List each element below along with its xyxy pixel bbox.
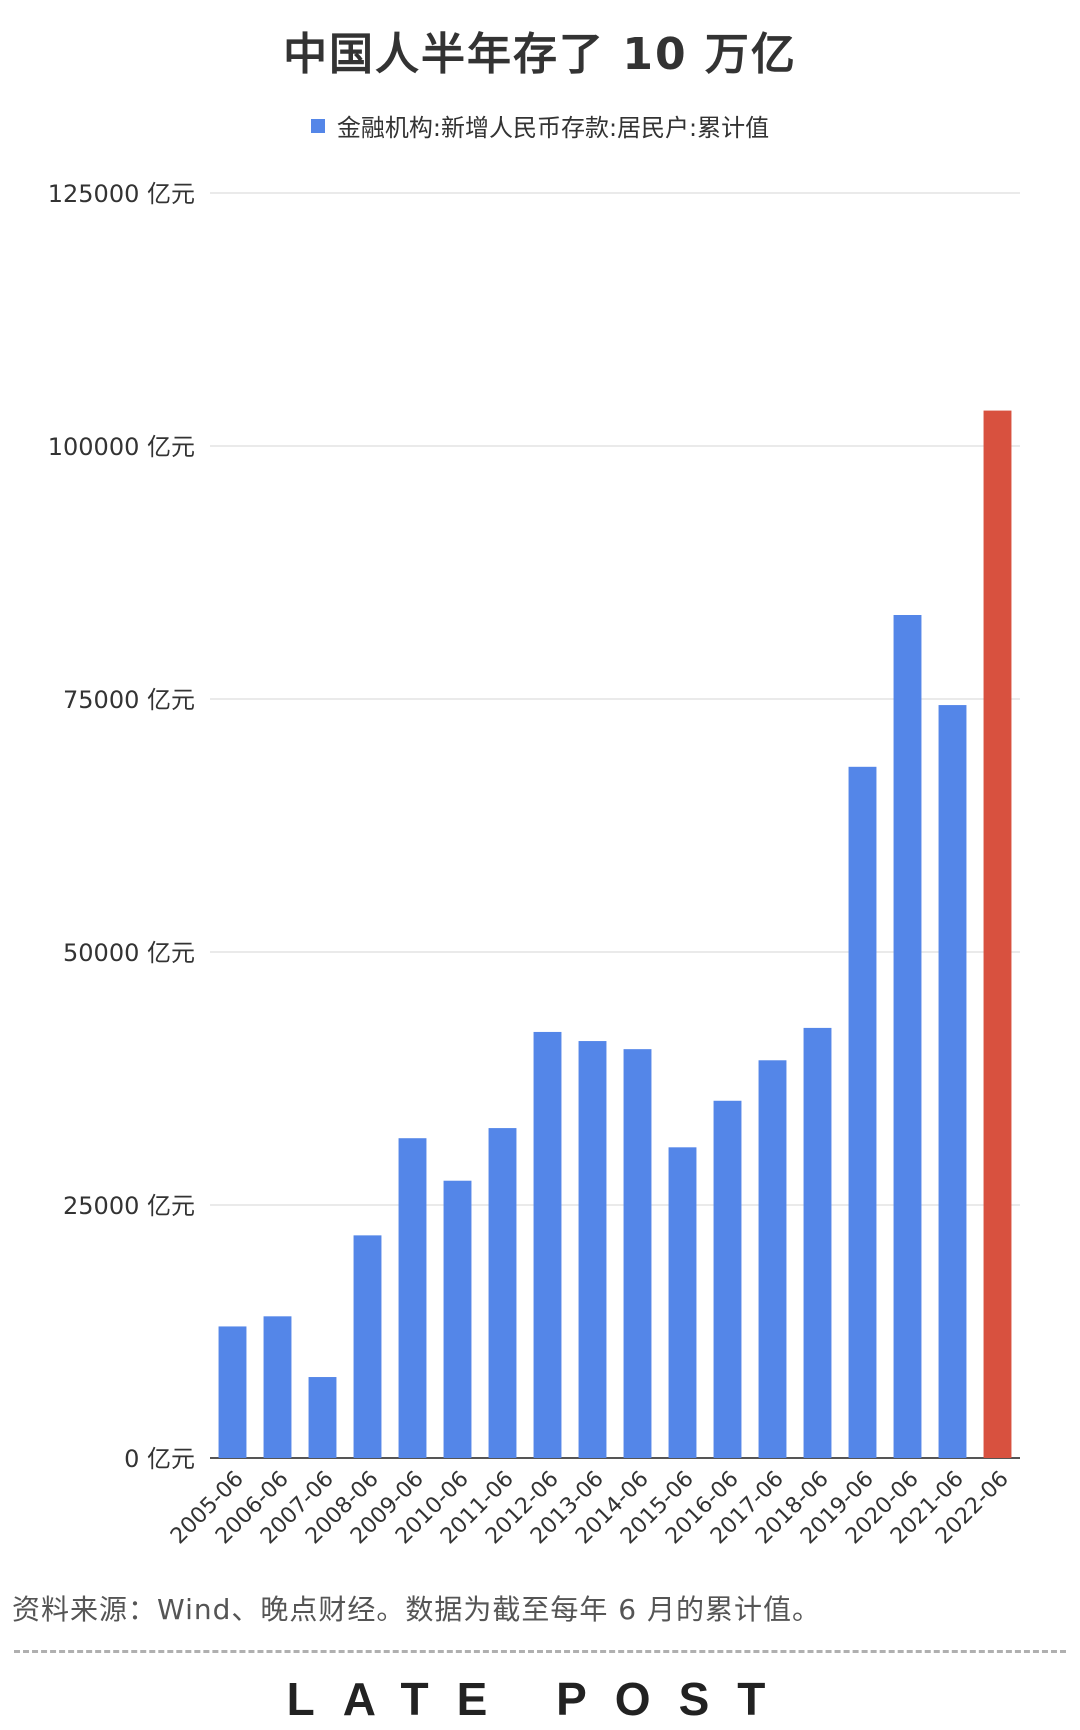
bar-2017-06 bbox=[758, 1060, 787, 1458]
bar-2011-06 bbox=[488, 1128, 517, 1458]
bar-2018-06 bbox=[803, 1027, 832, 1458]
bar-2021-06 bbox=[938, 705, 967, 1458]
legend-label: 金融机构:新增人民币存款:居民户:累计值 bbox=[336, 114, 770, 142]
bar-2008-06 bbox=[353, 1235, 382, 1458]
brand-logo: LATE POST bbox=[0, 1672, 1080, 1726]
bar-2010-06 bbox=[443, 1180, 472, 1458]
chart-title: 中国人半年存了 10 万亿 bbox=[283, 29, 797, 80]
legend-swatch bbox=[310, 118, 325, 133]
chart-legend: 金融机构:新增人民币存款:居民户:累计值 bbox=[0, 108, 1080, 143]
bar-2016-06 bbox=[713, 1100, 742, 1458]
brand-wordmark: LATE POST bbox=[286, 1673, 794, 1725]
grid-lines bbox=[210, 192, 1020, 1459]
bar-2009-06 bbox=[398, 1138, 427, 1458]
y-axis-ticks: 0 亿元 25000 亿元 50000 亿元 75000 亿元 100000 亿元 125… bbox=[48, 180, 195, 1473]
bar-2005-06 bbox=[218, 1326, 247, 1458]
bar-2019-06 bbox=[848, 766, 877, 1458]
y-tick-label: 100000 亿元 bbox=[48, 433, 195, 461]
source-note: 资料来源：Wind、晚点财经。数据为截至每年 6 月的累计值。 bbox=[12, 1593, 821, 1626]
bar-2015-06 bbox=[668, 1147, 697, 1458]
bar-2013-06 bbox=[578, 1041, 607, 1458]
bar-2022-06 bbox=[983, 410, 1012, 1459]
bar-2014-06 bbox=[623, 1049, 652, 1458]
y-tick-label: 125000 亿元 bbox=[48, 180, 195, 208]
bars bbox=[218, 410, 1012, 1459]
bar-chart: 0 亿元 25000 亿元 50000 亿元 75000 亿元 100000 亿元 125… bbox=[48, 180, 1020, 1550]
bar-2007-06 bbox=[308, 1377, 337, 1458]
bar-2020-06 bbox=[893, 615, 922, 1458]
bar-2012-06 bbox=[533, 1031, 562, 1458]
dashed-divider bbox=[14, 1650, 1066, 1653]
x-axis-ticks: 2005-062006-062007-062008-062009-062010-… bbox=[166, 1467, 1014, 1550]
y-tick-label: 25000 亿元 bbox=[63, 1192, 195, 1220]
y-tick-label: 75000 亿元 bbox=[63, 686, 195, 714]
bar-2006-06 bbox=[263, 1316, 292, 1458]
y-tick-label: 0 亿元 bbox=[124, 1445, 195, 1473]
y-tick-label: 50000 亿元 bbox=[63, 939, 195, 967]
